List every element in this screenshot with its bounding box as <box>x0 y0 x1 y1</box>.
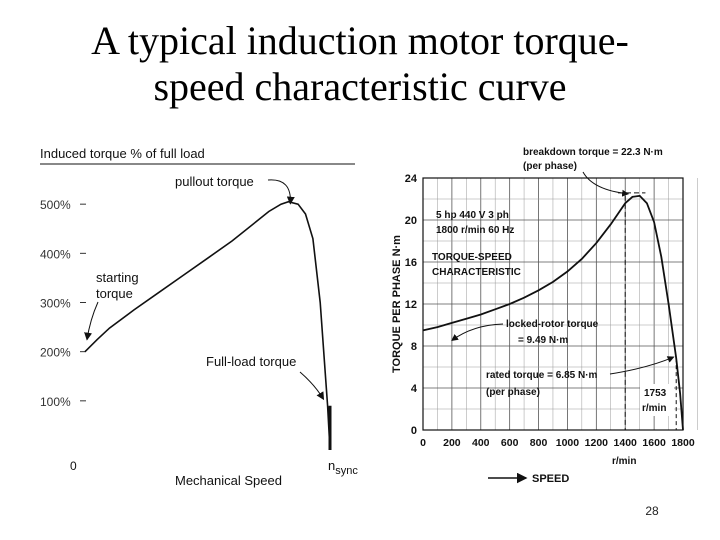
starting-torque-label-1: starting <box>96 270 139 285</box>
torque-per-phase-chart: 0 200 400 600 800 1000 1200 1400 1600 1800 0 4 8 12 16… <box>391 147 698 485</box>
motor-spec-2: 1800 r/min 60 Hz <box>436 225 514 236</box>
torque-curve <box>84 200 331 451</box>
rated-torque-label-1: rated torque = 6.85 N·m <box>486 370 598 381</box>
x-tick-label: 1000 <box>556 437 580 449</box>
x-axis-title: SPEED <box>532 473 569 485</box>
characteristic-label-2: CHARACTERISTIC <box>432 267 521 278</box>
locked-rotor-label-1: locked-rotor torque <box>506 319 599 330</box>
page-number: 28 <box>645 504 659 518</box>
characteristic-label-1: TORQUE-SPEED <box>432 252 512 263</box>
x-tick-label: 1200 <box>585 437 609 449</box>
starting-torque-arrow <box>84 301 99 341</box>
y-tick-label: 4 <box>411 383 418 395</box>
x-tick-sync: nsync <box>328 458 358 477</box>
pullout-arrow <box>267 179 295 205</box>
y-tick-label: 8 <box>411 341 417 353</box>
rated-torque-arrow <box>609 356 675 375</box>
torque-percent-chart: Induced torque % of full load 500% 400% 300… <box>40 146 358 488</box>
y-tick-label: 0 <box>411 425 417 437</box>
x-tick-sync-subscript: sync <box>335 465 358 477</box>
x-tick-label: 1800 <box>671 437 695 449</box>
locked-rotor-arrow <box>451 323 504 341</box>
x-tick-label: 0 <box>420 437 426 449</box>
breakdown-label-1: breakdown torque = 22.3 N·m <box>523 147 663 158</box>
y-tick-label: 12 <box>405 299 417 311</box>
rated-speed-label-bg <box>640 384 674 416</box>
x-tick-label: 800 <box>530 437 548 449</box>
y-tick-label: 500% <box>40 198 71 212</box>
y-axis-title: Induced torque % of full load <box>40 146 205 161</box>
y-tick-label: 400% <box>40 247 71 261</box>
y-tick-label: 16 <box>405 257 417 269</box>
x-tick-label: 1400 <box>614 437 638 449</box>
y-axis-title: TORQUE PER PHASE N·m <box>391 235 403 373</box>
y-tick-label: 300% <box>40 297 71 311</box>
y-tick-label: 24 <box>405 173 418 185</box>
x-tick-label: 600 <box>501 437 519 449</box>
x-axis-title: Mechanical Speed <box>175 473 282 488</box>
rated-speed-label-2: r/min <box>642 403 666 414</box>
breakdown-label-2: (per phase) <box>523 161 577 172</box>
motor-spec-1: 5 hp 440 V 3 ph <box>436 210 509 221</box>
slide-title: A typical induction motor torque- speed … <box>20 18 700 110</box>
y-tick-label: 100% <box>40 395 71 409</box>
x-tick-label: 400 <box>472 437 490 449</box>
torque-speed-curve <box>422 194 684 431</box>
full-load-torque-label: Full-load torque <box>206 354 296 369</box>
title-line-2: speed characteristic curve <box>153 64 567 109</box>
y-tick-label: 200% <box>40 346 71 360</box>
x-tick-label: 1600 <box>642 437 666 449</box>
x-axis-unit: r/min <box>612 456 636 467</box>
full-load-arrow <box>299 371 325 401</box>
rated-torque-label-2: (per phase) <box>486 387 540 398</box>
x-tick-label: 200 <box>443 437 461 449</box>
breakdown-arrow <box>582 171 630 197</box>
title-line-1: A typical induction motor torque- <box>91 18 629 63</box>
pullout-torque-label: pullout torque <box>175 174 254 189</box>
plot-frame <box>422 177 684 431</box>
x-tick-origin: 0 <box>70 459 77 473</box>
y-tick-label: 20 <box>405 215 417 227</box>
rated-speed-label-1: 1753 <box>644 388 667 399</box>
locked-rotor-label-2: = 9.49 N·m <box>518 335 568 346</box>
starting-torque-label-2: torque <box>96 286 133 301</box>
